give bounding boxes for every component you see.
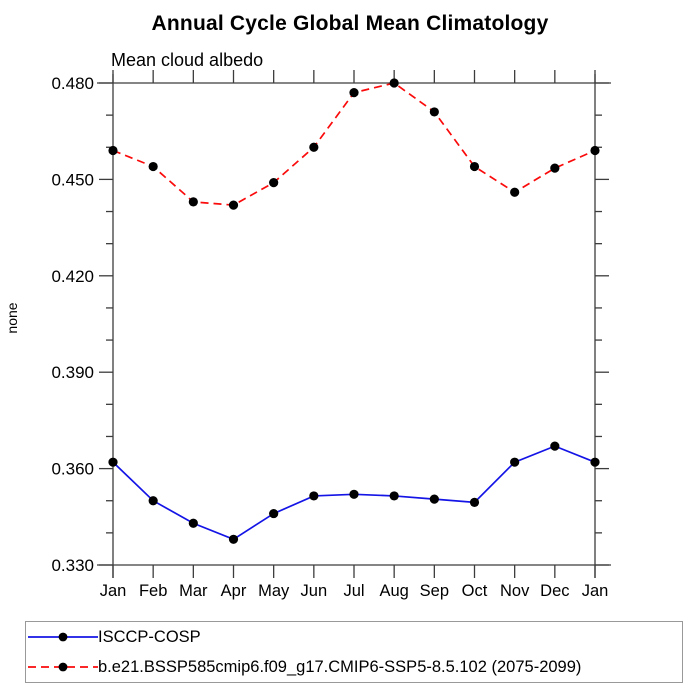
y-axis-tick-label: 0.420 <box>51 267 94 286</box>
legend-label: b.e21.BSSP585cmip6.f09_g17.CMIP6-SSP5-8.… <box>98 657 582 676</box>
y-axis-tick-label: 0.450 <box>51 170 94 189</box>
y-axis-tick-label: 0.390 <box>51 363 94 382</box>
data-point-marker <box>349 88 359 98</box>
x-axis-tick-label: Jan <box>582 582 609 600</box>
data-point-marker <box>188 197 198 207</box>
data-point-marker <box>590 145 600 156</box>
x-axis-tick-label: Jun <box>301 582 328 600</box>
data-point-marker <box>550 163 560 173</box>
legend-item: b.e21.BSSP585cmip6.f09_g17.CMIP6-SSP5-8.… <box>26 652 682 682</box>
data-point-marker <box>228 534 239 544</box>
x-axis-tick-label: Dec <box>540 582 569 600</box>
legend-item: ISCCP-COSP <box>26 622 682 652</box>
data-point-marker <box>148 496 158 506</box>
chart-subtitle: Mean cloud albedo <box>111 50 264 70</box>
data-point-marker <box>269 508 279 519</box>
x-axis-tick-label: Apr <box>221 582 247 600</box>
legend-label: ISCCP-COSP <box>98 627 201 646</box>
y-axis-tick-label: 0.480 <box>51 74 94 93</box>
data-point-marker <box>148 161 158 172</box>
chart-title: Annual Cycle Global Mean Climatology <box>151 12 549 35</box>
legend-line-sample <box>28 632 98 642</box>
legend-marker <box>58 632 68 642</box>
data-point-marker <box>309 491 319 501</box>
data-point-marker <box>108 457 118 467</box>
data-point-marker <box>429 107 439 117</box>
legend-marker <box>58 662 68 672</box>
data-point-marker <box>550 441 560 451</box>
data-point-marker <box>590 457 600 467</box>
data-point-marker <box>269 178 279 188</box>
data-point-marker <box>389 78 399 88</box>
data-point-marker <box>469 161 480 172</box>
data-point-marker <box>108 145 118 156</box>
data-point-marker <box>228 200 239 210</box>
x-axis-tick-label: Aug <box>379 582 408 600</box>
y-axis-tick-label: 0.330 <box>51 556 94 575</box>
data-point-marker <box>469 497 480 507</box>
x-axis-tick-label: May <box>258 582 290 600</box>
data-point-marker <box>349 489 359 499</box>
legend: ISCCP-COSP b.e21.BSSP585cmip6.f09_g17.CMI… <box>25 621 683 683</box>
x-axis-tick-label: Nov <box>500 582 530 600</box>
data-point-marker <box>389 491 399 501</box>
plot-area: Jan Feb Mar Apr May Jun Jul Aug Sep Oct Nov Dec Jan 0… <box>51 70 611 600</box>
x-axis-tick-label: Jan <box>100 582 127 600</box>
x-axis-tick-label: Jul <box>343 582 364 600</box>
data-point-marker <box>429 494 439 504</box>
x-axis-tick-label: Mar <box>179 582 208 600</box>
x-axis-tick-label: Feb <box>139 582 167 600</box>
y-axis-tick-label: 0.360 <box>51 460 94 479</box>
x-axis-tick-label: Sep <box>420 582 449 600</box>
legend-line-sample <box>28 662 98 672</box>
data-point-marker <box>510 187 520 197</box>
data-point-marker <box>309 142 319 152</box>
data-point-marker <box>188 518 198 528</box>
x-axis-tick-label: Oct <box>462 582 488 600</box>
data-point-marker <box>510 457 520 467</box>
series-line <box>112 82 596 206</box>
